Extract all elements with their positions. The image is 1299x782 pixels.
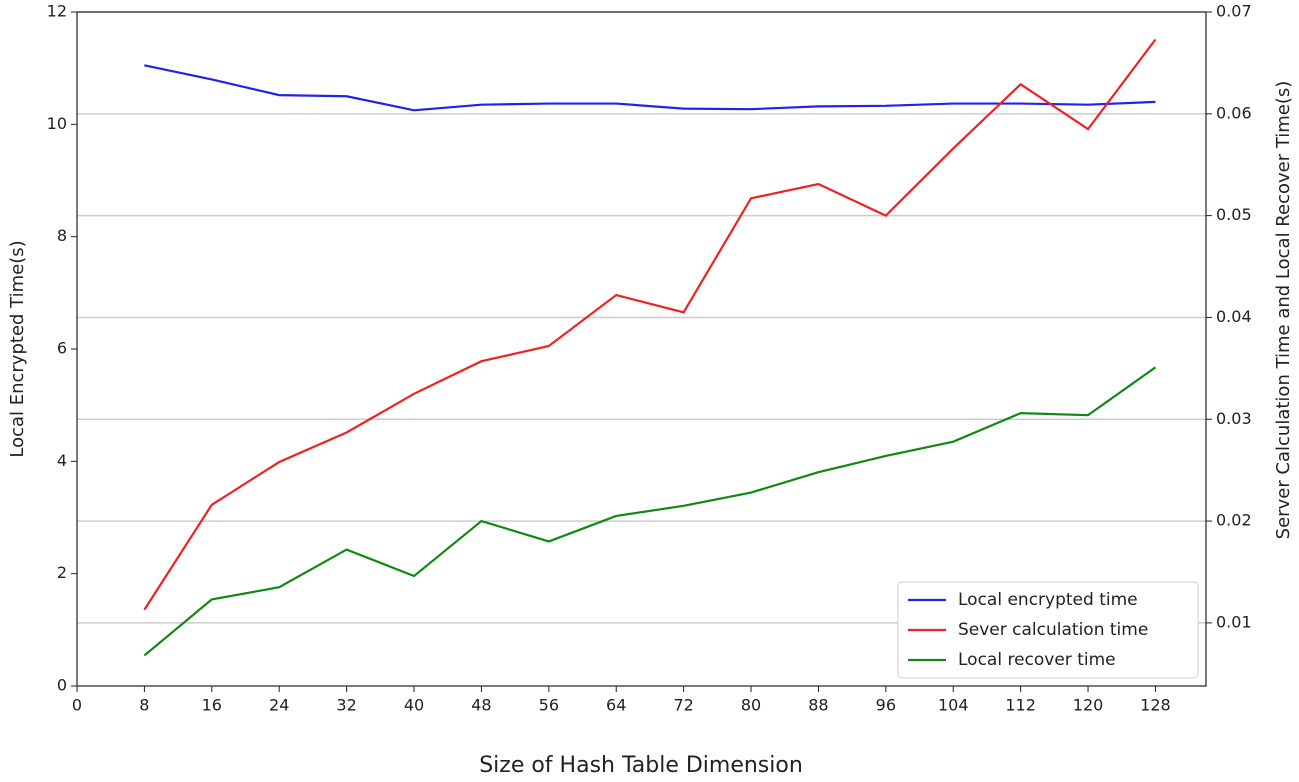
x-tick-label: 56 [539,696,559,715]
series-line [144,64,1156,112]
legend-label: Local encrypted time [958,590,1138,610]
legend-label: Sever calculation time [958,620,1148,640]
series-line [143,366,1157,657]
legend-label: Local recover time [958,650,1116,670]
y2-tick-label: 0.07 [1216,2,1252,21]
x-tick-label: 80 [741,696,761,715]
x-tick-label: 112 [1005,696,1036,715]
y-tick-label: 2 [57,563,67,582]
x-tick-label: 72 [673,696,693,715]
y-tick-label: 4 [57,451,67,470]
x-tick-label: 96 [876,696,896,715]
y-tick-label: 0 [57,676,67,695]
y2-tick-label: 0.05 [1216,205,1252,224]
y-tick-label: 10 [47,114,67,133]
x-tick-label: 40 [404,696,424,715]
y-tick-label: 12 [47,2,67,21]
x-tick-label: 0 [72,696,82,715]
x-tick-label: 8 [139,696,149,715]
legend-box [897,581,1199,679]
y2-tick-label: 0.03 [1216,409,1252,428]
y-tick-label: 8 [57,226,67,245]
x-tick-label: 128 [1140,696,1171,715]
y-tick-label: 6 [57,339,67,358]
plot-frame [76,11,1207,687]
x-tick-label: 48 [471,696,491,715]
x-tick-label: 64 [606,696,626,715]
x-tick-label: 104 [938,696,969,715]
y2-axis-title: Server Calculation Time and Local Recove… [1273,81,1294,540]
x-tick-label: 16 [202,696,222,715]
x-tick-label: 24 [269,696,289,715]
y-axis-title: Local Encrypted Time(s) [7,240,28,457]
legend: Local encrypted time Sever calculation ti… [897,581,1199,679]
x-tick-label: 120 [1073,696,1104,715]
y2-tick-label: 0.04 [1216,307,1252,326]
x-tick-label: 32 [336,696,356,715]
x-tick-label: 88 [808,696,828,715]
y2-tick-label: 0.02 [1216,511,1252,530]
x-axis-title: Size of Hash Table Dimension [479,753,803,778]
y2-tick-label: 0.06 [1216,103,1252,122]
series-line [143,38,1157,611]
y2-tick-label: 0.01 [1216,612,1252,631]
